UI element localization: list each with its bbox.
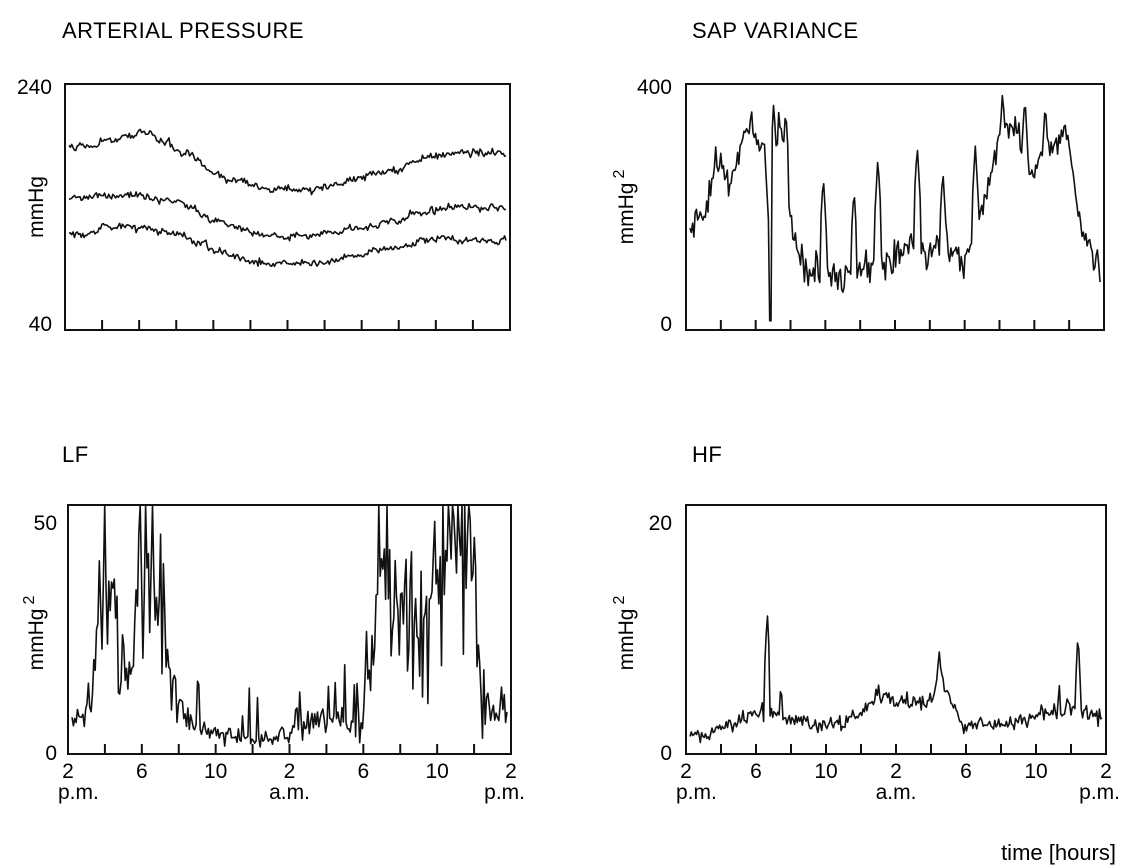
y-tick-label: 50 [34, 512, 57, 535]
x-tick-label: 2 [680, 760, 692, 783]
series-line-sapvar [689, 94, 1101, 322]
x-period-label: p.m. [484, 781, 525, 804]
y-tick-label: 40 [29, 313, 52, 336]
chart-panel-2: SAP VARIANCE 0 400 mmHg2 [611, 18, 1105, 336]
y-tick-label: 0 [660, 742, 672, 765]
x-period-label: a.m. [876, 781, 917, 804]
x-tick-label: 10 [814, 760, 837, 783]
y-axis-label: mmHg [25, 176, 48, 238]
series-line-sbp [68, 128, 507, 196]
y-tick-label: 240 [17, 76, 52, 99]
x-period-label: p.m. [58, 781, 99, 804]
panel-title: LF [62, 442, 89, 467]
x-tick-label: 2 [284, 760, 296, 783]
x-tick-label: 6 [750, 760, 762, 783]
x-tick-label: 6 [960, 760, 972, 783]
y-tick-label: 0 [45, 742, 57, 765]
x-tick-label: 10 [204, 760, 227, 783]
x-tick-label: 10 [1024, 760, 1047, 783]
chart-panel-1: ARTERIAL PRESSURE 40 240 mmHg [17, 18, 511, 336]
series-line-hf [689, 615, 1103, 744]
plot-frame [64, 83, 511, 331]
x-period-label: a.m. [269, 781, 310, 804]
x-tick-label: 2 [890, 760, 902, 783]
series-line-lf [71, 504, 508, 748]
x-tick-label: 2 [505, 760, 517, 783]
x-period-label: p.m. [676, 781, 717, 804]
x-period-label: p.m. [1079, 781, 1120, 804]
x-tick-label: 6 [357, 760, 369, 783]
y-tick-label: 400 [637, 76, 672, 99]
x-tick-label: 2 [1100, 760, 1112, 783]
x-tick-label: 6 [136, 760, 148, 783]
plot-frame [685, 83, 1105, 331]
y-axis-label: mmHg2 [21, 596, 48, 671]
y-axis-label: mmHg2 [611, 170, 638, 245]
y-tick-label: 0 [660, 313, 672, 336]
series-line-dbp [68, 222, 507, 268]
y-tick-label: 20 [649, 512, 672, 535]
panel-title: SAP VARIANCE [692, 18, 859, 43]
x-tick-label: 10 [425, 760, 448, 783]
x-tick-label: 2 [62, 760, 74, 783]
y-axis-label: mmHg2 [611, 596, 638, 671]
panel-title: ARTERIAL PRESSURE [62, 18, 304, 43]
time-axis-label: time [hours] [1001, 840, 1116, 865]
panel-title: HF [692, 442, 722, 467]
series-line-map [68, 191, 507, 242]
